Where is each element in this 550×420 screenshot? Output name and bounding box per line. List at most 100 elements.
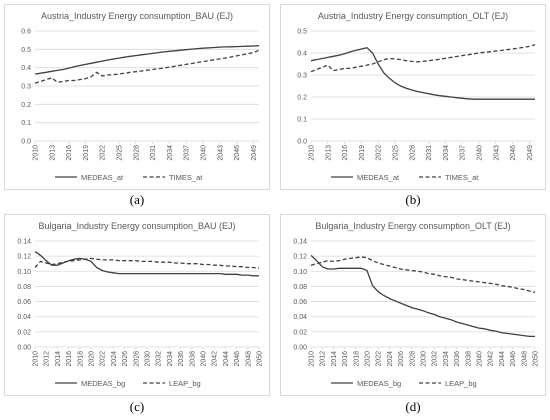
x-tick-label: 2014 <box>55 351 62 367</box>
legend-label: MEDEAS_bg <box>357 379 401 388</box>
x-tick-label: 2032 <box>156 351 163 367</box>
y-tick-label: 0.3 <box>21 84 31 91</box>
x-tick-label: 2012 <box>320 351 327 367</box>
x-tick-label: 2010 <box>309 145 316 161</box>
caption-b: (b) <box>405 192 421 207</box>
caption-c: (c) <box>129 399 145 414</box>
y-tick-label: 0.06 <box>293 299 307 306</box>
x-tick-label: 2042 <box>488 351 495 367</box>
x-tick-label: 2032 <box>432 351 439 367</box>
y-tick-label: 0.0 <box>21 139 31 146</box>
x-tick-label: 2034 <box>443 145 450 161</box>
x-tick-label: 2030 <box>145 351 152 367</box>
x-tick-label: 2040 <box>201 145 208 161</box>
y-tick-label: 0.12 <box>17 254 31 261</box>
y-tick-label: 0.14 <box>17 239 31 246</box>
x-tick-label: 2048 <box>521 351 528 367</box>
legend-label: MEDEAS_at <box>357 173 400 182</box>
x-tick-label: 2034 <box>443 351 450 367</box>
x-tick-label: 2028 <box>409 145 416 161</box>
x-tick-label: 2038 <box>465 351 472 367</box>
x-tick-label: 2018 <box>77 351 84 367</box>
legend-label: MEDEAS_bg <box>81 379 125 388</box>
chart-title: Austria_Industry Energy consumption_OLT … <box>318 11 508 21</box>
x-tick-label: 2046 <box>234 351 241 367</box>
y-tick-label: 0.1 <box>297 117 307 124</box>
x-tick-label: 2046 <box>510 351 517 367</box>
y-tick-label: 0.14 <box>293 239 307 246</box>
x-tick-label: 2028 <box>133 351 140 367</box>
x-tick-label: 2036 <box>454 351 461 367</box>
x-tick-label: 2020 <box>89 351 96 367</box>
chart-panel-b: Austria_Industry Energy consumption_OLT … <box>280 4 546 190</box>
y-tick-label: 0.08 <box>17 284 31 291</box>
y-tick-label: 0.02 <box>17 329 31 336</box>
series-line-MEDEAS_at <box>310 46 535 100</box>
x-tick-label: 2010 <box>33 145 40 161</box>
y-tick-label: 0.02 <box>293 329 307 336</box>
chart-title: Bulgaria_Industry Energy consumption_OLT… <box>315 221 510 231</box>
x-tick-label: 2044 <box>223 351 230 367</box>
chart-panel-d: Bulgaria_Industry Energy consumption_OLT… <box>280 214 546 396</box>
x-tick-label: 2022 <box>376 351 383 367</box>
x-tick-label: 2013 <box>49 145 56 161</box>
x-tick-label: 2034 <box>167 351 174 367</box>
x-tick-label: 2019 <box>83 145 90 161</box>
y-tick-label: 0.06 <box>17 299 31 306</box>
x-tick-label: 2010 <box>33 351 40 367</box>
y-tick-label: 0.6 <box>21 29 31 36</box>
x-tick-label: 2010 <box>309 351 316 367</box>
chart-panel-a: Austria_Industry Energy consumption_BAU … <box>4 4 270 190</box>
y-tick-label: 0.0 <box>297 139 307 146</box>
y-tick-label: 0.5 <box>297 29 307 36</box>
chart-svg-b: Austria_Industry Energy consumption_OLT … <box>297 11 536 182</box>
x-tick-label: 2036 <box>178 351 185 367</box>
series-line-LEAP_bg <box>34 257 260 269</box>
chart-panel-c: Bulgaria_Industry Energy consumption_BAU… <box>4 214 270 396</box>
x-tick-label: 2042 <box>212 351 219 367</box>
x-tick-label: 2043 <box>493 145 500 161</box>
caption-a: (a) <box>129 192 145 207</box>
x-tick-label: 2016 <box>342 145 349 161</box>
x-tick-label: 2022 <box>100 351 107 367</box>
x-tick-label: 2016 <box>66 145 73 161</box>
chart-svg-d: Bulgaria_Industry Energy consumption_OLT… <box>293 221 540 388</box>
y-tick-label: 0.10 <box>17 269 31 276</box>
x-tick-label: 2025 <box>117 145 124 161</box>
legend-label: LEAP_bg <box>169 379 201 388</box>
x-tick-label: 2049 <box>527 145 534 161</box>
x-tick-label: 2050 <box>533 351 540 367</box>
y-tick-label: 0.3 <box>297 73 307 80</box>
x-tick-label: 2022 <box>376 145 383 161</box>
y-tick-label: 0.04 <box>293 314 307 321</box>
caption-d: (d) <box>405 399 421 414</box>
x-tick-label: 2026 <box>122 351 129 367</box>
x-tick-label: 2031 <box>150 145 157 161</box>
x-tick-label: 2013 <box>325 145 332 161</box>
x-tick-label: 2022 <box>100 145 107 161</box>
x-tick-label: 2037 <box>184 145 191 161</box>
series-line-LEAP_bg <box>310 256 536 294</box>
y-tick-label: 0.1 <box>21 120 31 127</box>
x-tick-label: 2031 <box>426 145 433 161</box>
x-tick-label: 2026 <box>398 351 405 367</box>
x-tick-label: 2038 <box>189 351 196 367</box>
y-tick-label: 0.4 <box>21 65 31 72</box>
y-tick-label: 0.4 <box>297 51 307 58</box>
series-line-MEDEAS_at <box>34 45 260 75</box>
y-tick-label: 0.10 <box>293 269 307 276</box>
x-tick-label: 2043 <box>217 145 224 161</box>
x-tick-label: 2020 <box>365 351 372 367</box>
x-tick-label: 2030 <box>421 351 428 367</box>
x-tick-label: 2016 <box>342 351 349 367</box>
y-tick-label: 0.00 <box>293 345 307 352</box>
x-tick-label: 2016 <box>66 351 73 367</box>
legend-label: TIMES_at <box>445 173 479 182</box>
y-tick-label: 0.00 <box>17 345 31 352</box>
x-tick-label: 2028 <box>133 145 140 161</box>
series-line-MEDEAS_bg <box>310 254 535 338</box>
y-tick-label: 0.5 <box>21 47 31 54</box>
x-tick-label: 2040 <box>477 351 484 367</box>
y-tick-label: 0.12 <box>293 254 307 261</box>
series-line-TIMES_at <box>34 49 260 84</box>
